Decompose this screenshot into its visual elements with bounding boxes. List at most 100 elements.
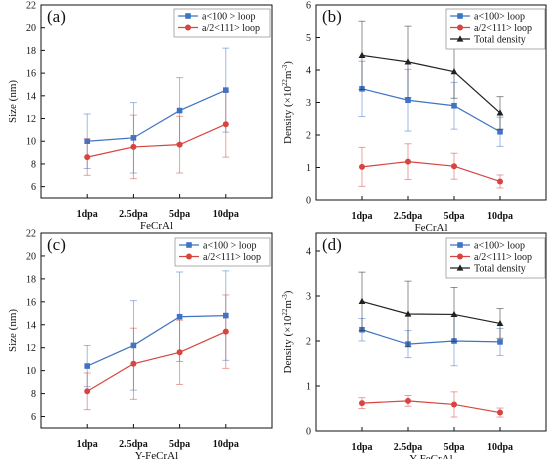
data-point (84, 363, 90, 369)
x-axis-label: FeCrAl (415, 222, 448, 234)
series-a-2-111-loop (83, 294, 230, 411)
x-tick-label: 10dpa (487, 211, 513, 222)
data-point (496, 319, 504, 327)
y-tick-label: 2 (306, 131, 311, 142)
data-point (359, 163, 365, 170)
panel-label: (d) (322, 235, 342, 254)
y-axis-label-part: -3 (281, 64, 289, 70)
x-tick-label: 2.5dpa (119, 209, 148, 220)
series-line (361, 54, 501, 114)
y-tick-label: 4 (306, 247, 311, 258)
series-a-2-111-loop (358, 391, 504, 418)
series-a-100-loop (358, 60, 504, 147)
y-tick-label: 22 (26, 229, 36, 240)
data-point (222, 328, 229, 335)
data-point (497, 128, 503, 135)
data-point (451, 163, 457, 170)
y-axis-label-part: Density (×10 (282, 315, 294, 373)
data-point (404, 58, 412, 65)
data-point (496, 109, 504, 116)
data-point (405, 158, 411, 165)
y-tick-label: 5 (306, 33, 311, 44)
y-tick-label: 1 (306, 163, 311, 174)
y-tick-label: 14 (26, 320, 36, 331)
y-axis-label-part: m (282, 300, 294, 309)
data-point (130, 143, 137, 150)
legend-label: a<100 > loop (203, 241, 257, 252)
y-axis-label: Size (nm) (7, 309, 19, 352)
series-a-2-111-loop (358, 143, 504, 189)
x-tick-label: 10dpa (487, 442, 513, 453)
series-a-100-loop (358, 315, 504, 367)
data-point (405, 97, 411, 104)
x-tick-label: 1dpa (351, 442, 372, 453)
y-tick-label: 14 (26, 91, 36, 102)
panel-b: 0 1 2 3 4 5 6 1dpa 2.5dpa 5dpa 10dpa FeCrAl Density … (281, 1, 547, 234)
legend-label: Total density (474, 264, 526, 275)
y-tick-label: 1 (306, 382, 311, 393)
y-tick-label: 6 (31, 412, 36, 423)
y-tick-label: 4 (306, 66, 311, 77)
legend-label: a<100> loop (474, 241, 525, 252)
x-tick-label: 1dpa (77, 439, 98, 450)
y-tick-label: 8 (31, 159, 36, 170)
series-a-100-loop (83, 270, 230, 391)
legend-swatch-marker (457, 253, 463, 260)
y-tick-label: 16 (26, 297, 36, 308)
data-point (223, 87, 229, 93)
y-tick-label: 16 (26, 69, 36, 80)
y-axis-label-part: m (282, 70, 294, 79)
legend-swatch-marker (185, 24, 191, 31)
y-tick-label: 10 (26, 137, 36, 148)
y-axis-label-part: ) (282, 61, 294, 65)
plot-frame (40, 4, 273, 199)
y-tick-label: 22 (26, 1, 36, 12)
x-tick-label: 1dpa (351, 211, 372, 222)
data-point (222, 121, 229, 128)
data-point (450, 68, 458, 75)
y-axis-label-part: -3 (281, 294, 289, 300)
data-point (130, 360, 137, 367)
y-tick-label: 12 (26, 343, 36, 354)
data-point (84, 154, 91, 161)
x-axis-label: Y-FeCrAl (135, 450, 178, 459)
series-line (361, 300, 501, 325)
legend-swatch-marker (457, 13, 463, 19)
y-tick-label: 2 (306, 337, 311, 348)
data-point (358, 51, 366, 58)
x-tick-label: 2.5dpa (119, 439, 148, 450)
legend-swatch-marker (456, 35, 464, 42)
x-tick-label: 10dpa (213, 439, 239, 450)
x-tick-label: 5dpa (169, 209, 190, 220)
legend-swatch-marker (186, 253, 192, 260)
legend-swatch-marker (457, 242, 463, 248)
panel-label: (b) (322, 7, 342, 26)
series-line (361, 161, 501, 183)
y-axis-label: Density (×1022m-3) (281, 61, 294, 144)
x-tick-label: 2.5dpa (394, 442, 423, 453)
data-point (497, 339, 503, 345)
y-axis-label: Size (nm) (7, 80, 19, 123)
series-line (86, 314, 226, 367)
data-point (176, 141, 183, 148)
x-tick-label: 10dpa (213, 209, 239, 220)
data-point (404, 310, 412, 317)
data-point (176, 313, 183, 320)
series-total-density (358, 271, 504, 348)
y-axis-label-part: 22 (281, 308, 289, 316)
legend-label: a/2<111> loop (203, 252, 261, 263)
series-a-2-111-loop (83, 90, 230, 180)
y-tick-label: 18 (26, 274, 36, 285)
y-axis-label-part: Density (×10 (282, 86, 294, 144)
data-point (176, 349, 183, 356)
data-point (450, 310, 458, 318)
y-tick-label: 6 (31, 182, 36, 193)
series-line (361, 88, 501, 133)
data-point (497, 409, 503, 416)
y-axis-label-part: ) (282, 290, 294, 294)
legend-label: Total density (474, 35, 526, 46)
y-tick-label: 0 (306, 196, 311, 207)
series-line (361, 400, 501, 414)
